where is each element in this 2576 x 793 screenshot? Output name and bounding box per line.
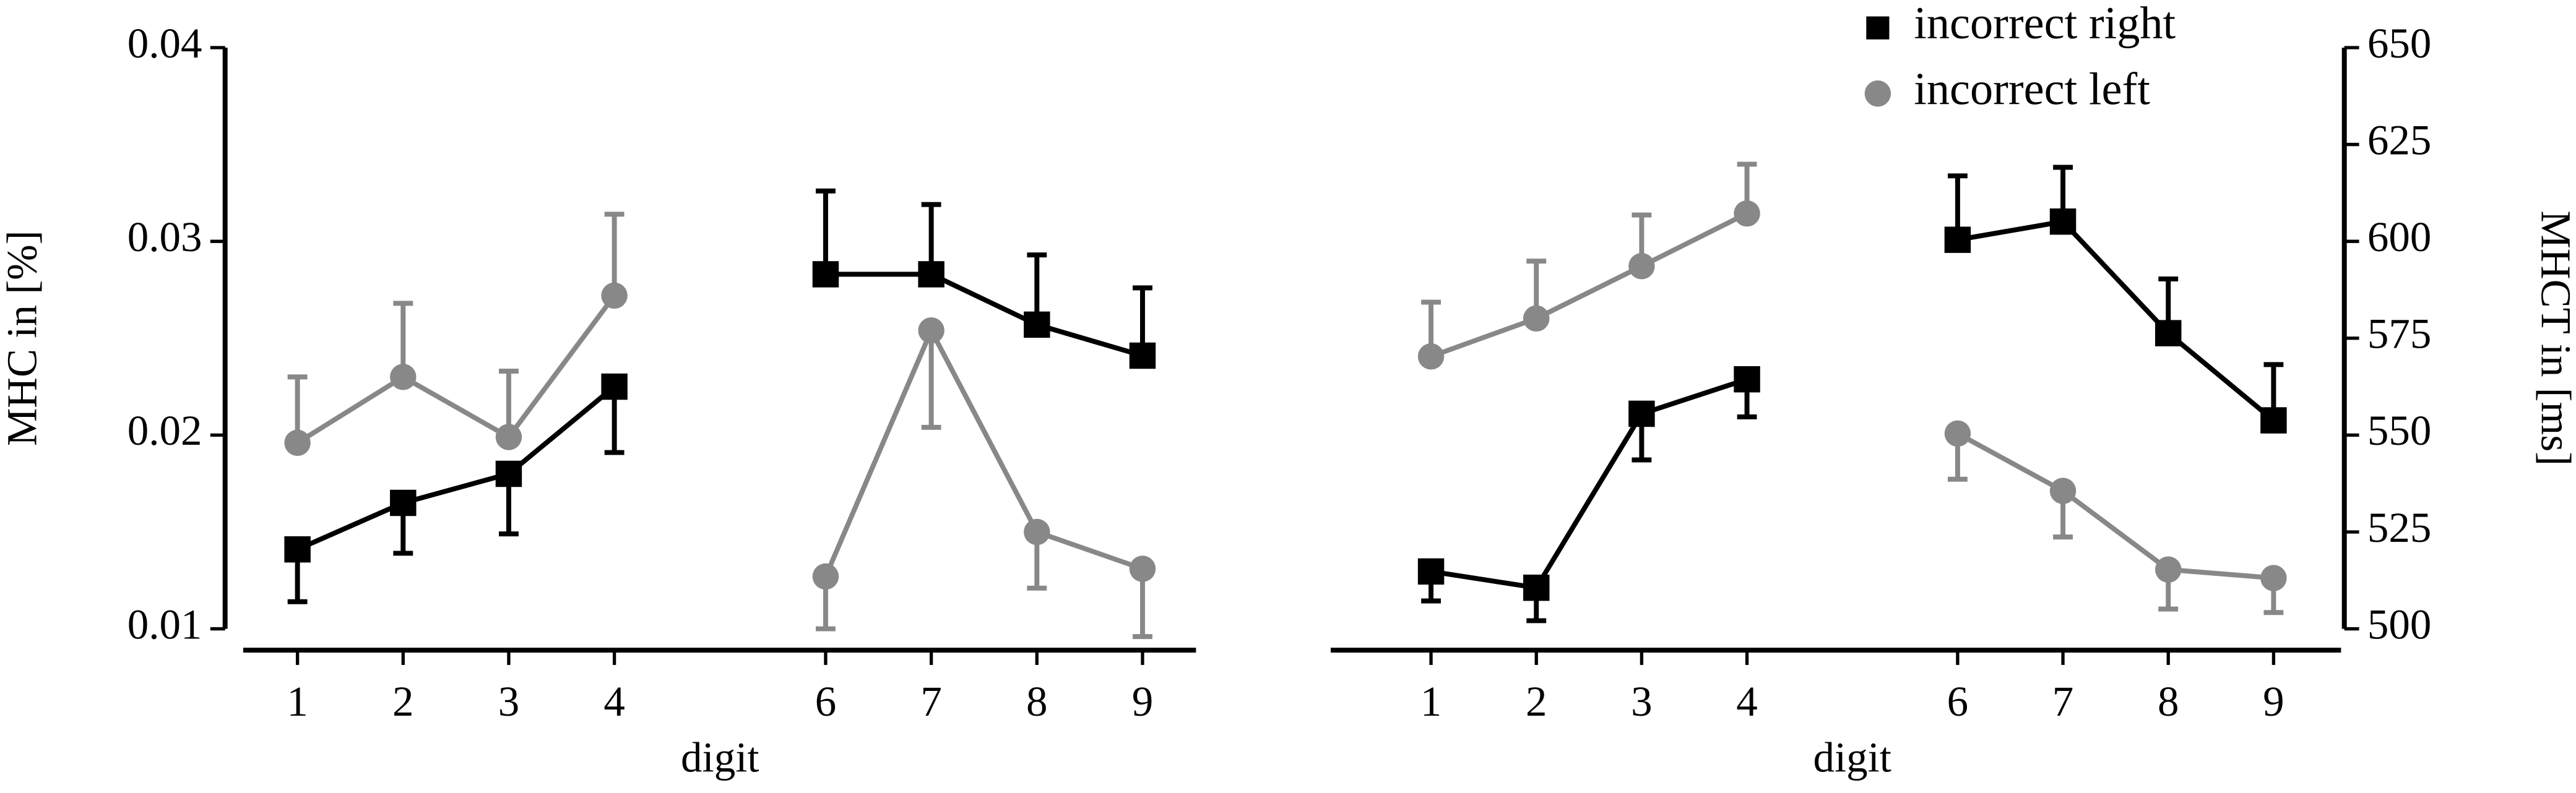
point <box>812 563 839 590</box>
point <box>1024 518 1050 546</box>
point <box>284 429 311 457</box>
error-bar <box>604 212 625 296</box>
point <box>1523 574 1550 601</box>
error-bar <box>921 330 941 430</box>
point <box>390 489 417 517</box>
series-line <box>296 294 1144 578</box>
point <box>918 261 944 288</box>
y-tick-label: 550 <box>2367 407 2431 454</box>
x-tick-label: 1 <box>287 678 308 725</box>
point <box>918 317 944 344</box>
series-line <box>296 272 1144 552</box>
legend-marker <box>1864 80 1891 107</box>
y-tick-label: 0.01 <box>128 601 202 648</box>
legend-label: incorrect left <box>1914 64 2150 114</box>
y-tick-label: 625 <box>2367 116 2431 163</box>
point <box>2049 478 2077 504</box>
point <box>1628 253 1655 280</box>
x-axis-label: digit <box>681 734 759 781</box>
x-tick-label: 1 <box>1420 678 1442 725</box>
point <box>2049 208 2077 235</box>
point <box>1734 366 1760 393</box>
point <box>1417 558 1445 585</box>
x-tick-label: 8 <box>2158 678 2179 725</box>
y-tick-label: 0.02 <box>128 407 202 454</box>
point <box>1024 311 1050 338</box>
point <box>495 424 522 450</box>
legend: incorrect right incorrect left <box>1864 0 2176 114</box>
x-tick-label: 7 <box>2052 678 2074 725</box>
point <box>1417 343 1445 370</box>
x-tick-label: 4 <box>603 678 625 725</box>
y-tick-label: 525 <box>2367 504 2431 551</box>
point <box>1628 400 1655 427</box>
x-tick-label: 3 <box>498 678 519 725</box>
point <box>2155 320 2182 346</box>
y-tick-label: 500 <box>2367 601 2431 648</box>
chart: 1 2 3 4 6 7 8 9 500 525 550 575 600 625 650 digit MHCT i… <box>1331 0 2576 781</box>
x-tick-label: 6 <box>1947 678 1969 725</box>
point <box>1129 555 1156 582</box>
legend-label: incorrect right <box>1914 0 2176 49</box>
series-line <box>1430 211 2274 581</box>
y-tick-label: 600 <box>2367 213 2431 260</box>
x-tick-label: 3 <box>1631 678 1653 725</box>
y-tick-label: 575 <box>2367 311 2431 358</box>
point <box>812 261 839 288</box>
x-tick-label: 4 <box>1736 678 1758 725</box>
point <box>390 364 417 390</box>
y-tick-label: 650 <box>2367 20 2431 67</box>
point <box>2155 556 2182 583</box>
point <box>1734 200 1760 227</box>
x-tick-label: 6 <box>815 678 837 725</box>
chart: 1 2 3 4 6 7 8 9 0.01 0.02 0.03 0.04 digit MHC in [%] <box>0 20 1196 781</box>
y-tick-label: 0.04 <box>128 20 202 67</box>
y-tick-label: 0.03 <box>128 213 202 260</box>
y-axis-label: MHCT in [ms] <box>2532 210 2576 466</box>
y-axis-label: MHC in [%] <box>0 230 45 446</box>
point <box>284 536 311 563</box>
x-tick-label: 2 <box>1526 678 1547 725</box>
point <box>1944 420 1971 447</box>
x-axis-label: digit <box>1813 734 1891 781</box>
point <box>601 373 628 400</box>
point <box>2260 565 2287 591</box>
point <box>1944 226 1971 253</box>
point <box>495 460 522 487</box>
x-tick-label: 9 <box>2263 678 2284 725</box>
point <box>2260 407 2287 434</box>
error-bar <box>816 188 836 275</box>
point <box>1523 305 1550 332</box>
legend-marker <box>1866 16 1890 40</box>
x-tick-label: 7 <box>920 678 942 725</box>
x-tick-label: 9 <box>1132 678 1154 725</box>
point <box>1129 342 1156 369</box>
x-tick-label: 2 <box>392 678 414 725</box>
x-tick-label: 8 <box>1026 678 1048 725</box>
point <box>601 282 628 309</box>
series-line <box>1430 218 2275 591</box>
